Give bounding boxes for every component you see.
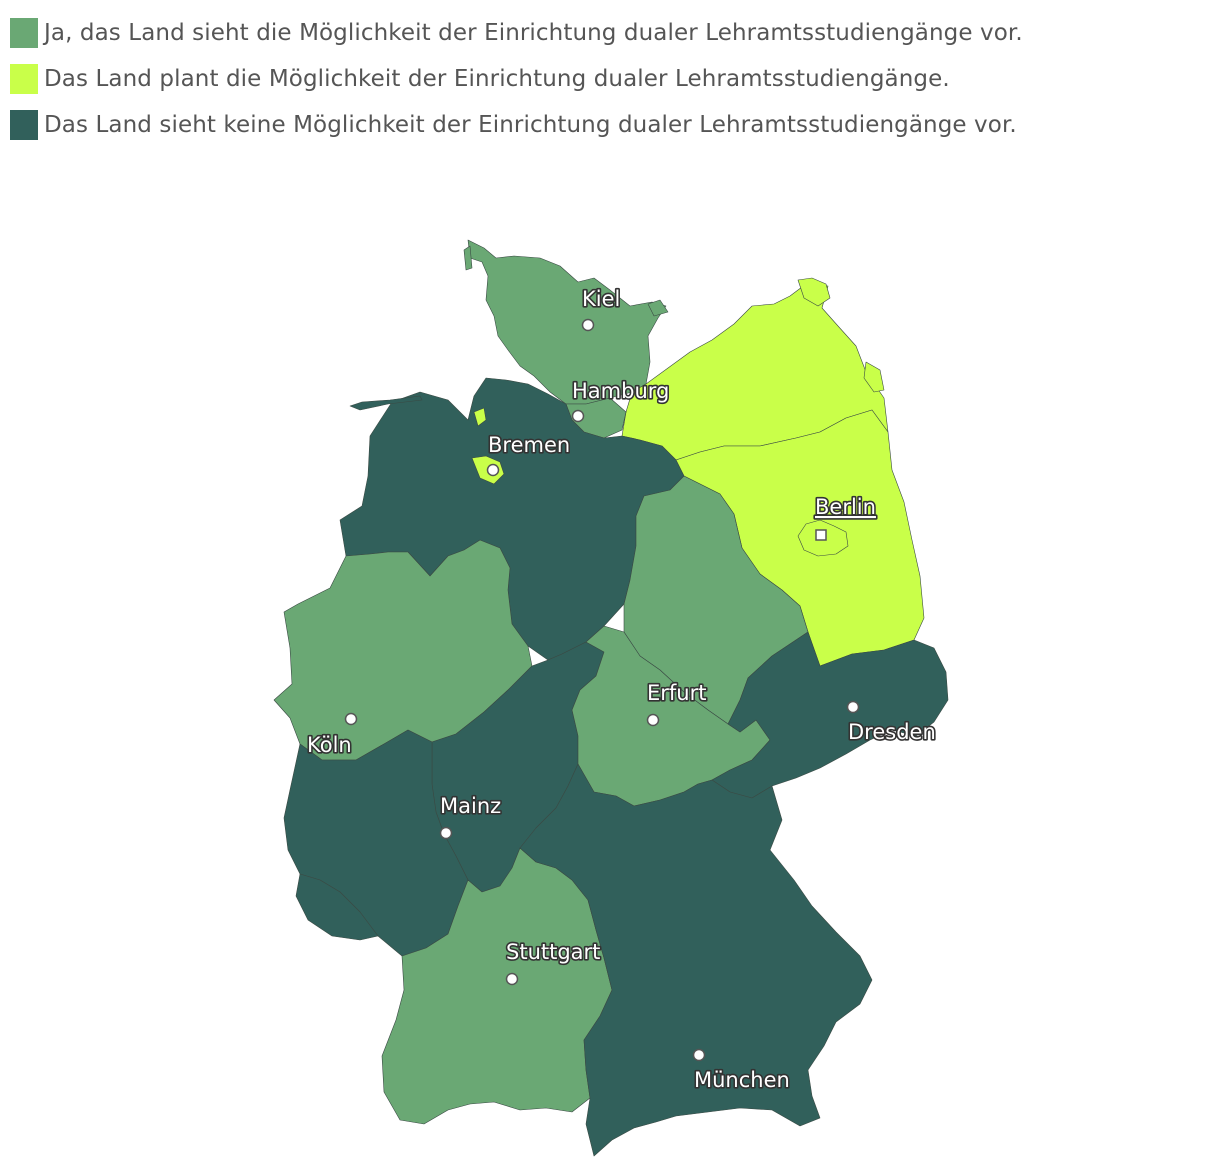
city-koeln[interactable]: Köln — [305, 712, 358, 759]
state-bayern[interactable] — [519, 763, 873, 1157]
island-east-frisia — [349, 395, 423, 411]
city-marker-icon — [439, 826, 453, 840]
city-marker-icon — [581, 318, 595, 332]
city-label-erfurt: Erfurt — [647, 681, 706, 705]
state-saarland[interactable] — [295, 873, 379, 941]
city-label-berlin: Berlin — [815, 495, 876, 519]
city-label-muenchen: München — [694, 1068, 790, 1092]
legend-swatch-no — [10, 110, 38, 140]
city-marker-icon — [505, 972, 519, 986]
city-label-koeln: Köln — [307, 733, 352, 757]
city-label-kiel: Kiel — [582, 287, 620, 311]
capital-marker-icon — [815, 529, 827, 541]
legend-item-yes: Ja, das Land sieht die Möglichkeit der E… — [10, 10, 1023, 56]
city-muenchen[interactable]: München — [692, 1048, 791, 1094]
legend-label-planned: Das Land plant die Möglichkeit der Einri… — [44, 66, 950, 92]
legend-label-no: Das Land sieht keine Möglichkeit der Ein… — [44, 112, 1017, 138]
map-legend: Ja, das Land sieht die Möglichkeit der E… — [10, 10, 1023, 148]
city-label-stuttgart: Stuttgart — [506, 940, 600, 964]
city-label-mainz: Mainz — [440, 794, 501, 818]
city-bremen[interactable]: Bremen — [486, 431, 572, 477]
island-ruegen — [797, 277, 831, 307]
city-dresden[interactable]: Dresden — [846, 700, 937, 746]
city-label-dresden: Dresden — [848, 720, 936, 744]
city-marker-icon — [646, 713, 660, 727]
city-hamburg[interactable]: Hamburg — [570, 377, 671, 423]
state-bremerhaven[interactable] — [473, 407, 487, 427]
island-usedom — [863, 361, 885, 393]
city-berlin[interactable]: Berlin — [813, 493, 878, 541]
city-stuttgart[interactable]: Stuttgart — [504, 938, 602, 986]
city-marker-icon — [344, 712, 358, 726]
legend-swatch-yes — [10, 18, 38, 48]
island-north-frisia — [463, 245, 473, 271]
city-label-hamburg: Hamburg — [572, 379, 669, 403]
city-kiel[interactable]: Kiel — [580, 285, 622, 332]
legend-item-planned: Das Land plant die Möglichkeit der Einri… — [10, 56, 1023, 102]
island-fehmarn — [647, 299, 669, 317]
city-marker-icon — [846, 700, 860, 714]
legend-item-no: Das Land sieht keine Möglichkeit der Ein… — [10, 102, 1023, 148]
city-marker-icon — [486, 463, 500, 477]
state-sachsen[interactable] — [711, 631, 949, 799]
city-marker-icon — [571, 409, 585, 423]
legend-label-yes: Ja, das Land sieht die Möglichkeit der E… — [44, 20, 1023, 46]
city-marker-icon — [692, 1048, 706, 1062]
city-erfurt[interactable]: Erfurt — [645, 679, 708, 727]
legend-swatch-planned — [10, 64, 38, 94]
city-label-bremen: Bremen — [488, 433, 570, 457]
city-mainz[interactable]: Mainz — [438, 792, 503, 840]
